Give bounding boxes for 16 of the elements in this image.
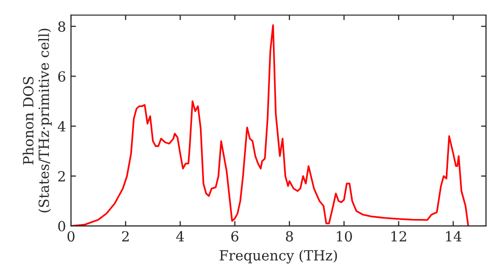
x-tick-label: 6 [231, 231, 238, 242]
y-tick-label: 4 [58, 121, 66, 132]
x-tick-label: 10 [336, 231, 352, 242]
x-axis-title: Frequency (THz) [220, 250, 337, 264]
line-series [71, 24, 470, 226]
y-tick-label: 8 [58, 21, 66, 32]
x-tick-label: 0 [67, 231, 74, 242]
y-tick-label: 0 [58, 220, 66, 232]
y-axis-title: Phonon DOS (States/THz·primitive cell) [22, 28, 52, 212]
x-tick-label: 8 [286, 231, 293, 242]
x-tick-label: 4 [176, 231, 184, 242]
y-tick-label: 2 [58, 171, 65, 182]
x-tick-label: 14 [446, 231, 462, 242]
x-tick-label: 2 [122, 231, 129, 242]
y-tick-label: 6 [58, 71, 66, 82]
x-tick-label: 12 [391, 231, 406, 242]
